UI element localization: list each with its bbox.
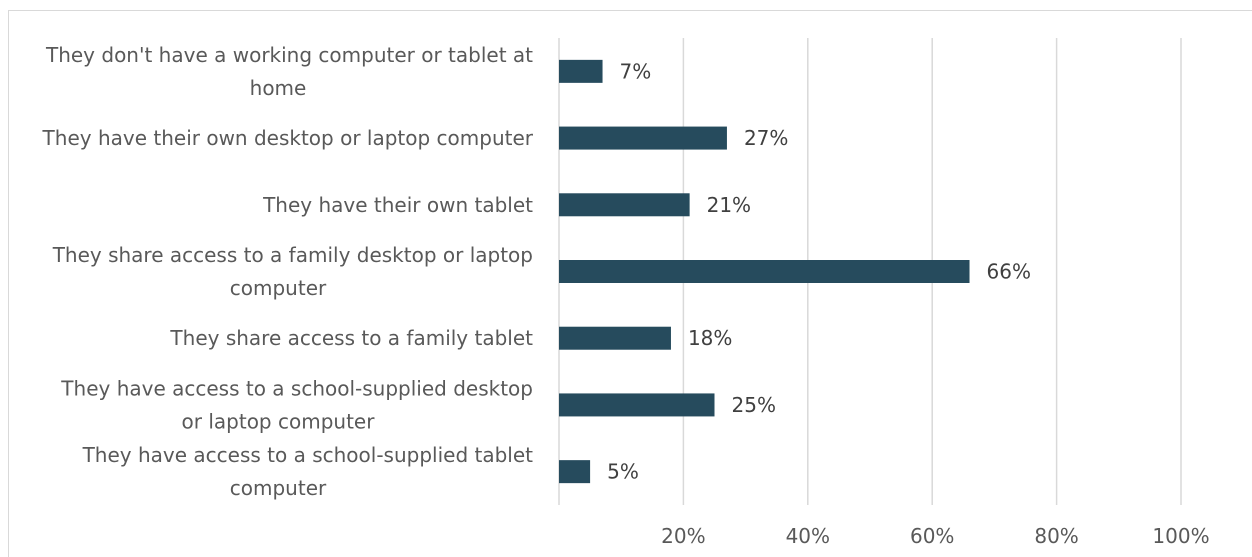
category-label: They have their own desktop or laptop co… [42, 126, 534, 150]
category-label-line: They have access to a school-supplied ta… [82, 443, 534, 467]
data-label: 66% [987, 260, 1031, 284]
category-label: They have access to a school-supplied de… [60, 376, 533, 433]
x-tick-label: 20% [661, 524, 705, 548]
category-label-line: They share access to a family tablet [169, 326, 533, 350]
category-label-line: They share access to a family desktop or… [52, 243, 533, 267]
data-label: 21% [707, 193, 751, 217]
data-label: 7% [620, 59, 652, 83]
category-label: They have access to a school-supplied ta… [82, 443, 534, 500]
bar [559, 460, 591, 484]
category-label-line: They have their own tablet [262, 193, 533, 217]
category-label-line: computer [230, 476, 327, 500]
bar [559, 393, 715, 417]
x-tick-label: 40% [786, 524, 830, 548]
bars [559, 59, 970, 484]
data-label: 18% [688, 326, 732, 350]
category-label: They have their own tablet [262, 193, 533, 217]
category-label-line: home [250, 76, 307, 100]
bar [559, 193, 690, 217]
data-label: 25% [732, 393, 776, 417]
x-tick-label: 60% [910, 524, 954, 548]
bar [559, 260, 970, 283]
x-tick-label: 80% [1034, 524, 1078, 548]
category-label-line: They have access to a school-supplied de… [60, 376, 533, 400]
category-label: They don't have a working computer or ta… [45, 43, 533, 100]
x-tick-label: 100% [1152, 524, 1209, 548]
category-label: They share access to a family desktop or… [52, 243, 533, 300]
category-label-line: They don't have a working computer or ta… [45, 43, 533, 67]
category-label-line: or laptop computer [182, 409, 376, 433]
category-labels: They don't have a working computer or ta… [42, 43, 534, 500]
category-label-line: computer [230, 276, 327, 300]
bar [559, 59, 603, 83]
category-label-line: They have their own desktop or laptop co… [42, 126, 534, 150]
chart-frame [8, 10, 1252, 557]
data-label: 27% [744, 126, 788, 150]
category-label: They share access to a family tablet [169, 326, 533, 350]
x-axis-tick-labels: 20% 40% 60% 80% 100% [661, 524, 1209, 548]
data-label: 5% [607, 460, 639, 484]
bar [559, 326, 671, 350]
bar [559, 126, 727, 150]
data-labels: 7% 27% 21% 66% 18% 25% 5% [607, 59, 1031, 483]
